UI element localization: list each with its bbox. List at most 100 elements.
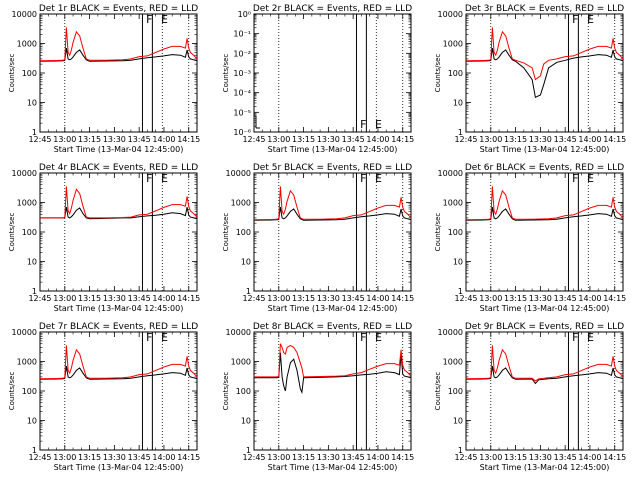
x-tick-label: 13:00 (267, 294, 290, 303)
events-series-line (254, 207, 411, 221)
events-series-line (40, 206, 197, 220)
y-tick-label: 1 (458, 287, 463, 296)
y-tick-label: 10000 (438, 10, 463, 19)
y-tick-label: 1000 (443, 358, 463, 367)
x-tick-label: 14:15 (603, 294, 626, 303)
x-tick-label: 13:00 (267, 453, 290, 462)
lld-series-line (40, 345, 197, 380)
y-tick-label: 10⁰ (238, 10, 251, 19)
flag-e: E (587, 13, 594, 26)
x-tick-label: 13:30 (317, 135, 340, 144)
y-tick-label: 10⁻² (233, 49, 251, 58)
y-tick-label: 1 (32, 128, 37, 137)
flag-f: F (146, 331, 152, 344)
flag-e: E (375, 331, 382, 344)
y-axis-label: Counts/sec (8, 372, 16, 411)
x-tick-label: 13:30 (103, 294, 126, 303)
panel-2: Det 2r BLACK = Events, RED = LLD 10⁻⁶ 10⁻⁵… (222, 4, 414, 154)
lld-series-line (466, 27, 623, 81)
panel-title: Det 5r BLACK = Events, RED = LLD (253, 163, 412, 173)
flag-f: F (146, 172, 152, 185)
x-axis-label: Start Time (13-Mar-04 12:45:00) (480, 304, 610, 313)
events-series-line (40, 48, 197, 62)
flag-f: F (572, 331, 578, 344)
x-tick-label: 14:00 (578, 294, 601, 303)
plot-frame (253, 172, 412, 292)
y-tick-label: 100 (448, 69, 463, 78)
plot-frame (465, 13, 624, 133)
events-series-line (466, 366, 623, 385)
events-series-line (466, 207, 623, 221)
x-axis-label: Start Time (13-Mar-04 12:45:00) (54, 304, 184, 313)
y-tick-label: 10000 (438, 328, 463, 337)
x-tick-label: 12:45 (242, 453, 265, 462)
plot-frame (39, 13, 198, 133)
x-tick-label: 13:15 (292, 135, 315, 144)
x-tick-label: 13:15 (78, 135, 101, 144)
y-tick-label: 1 (32, 287, 37, 296)
y-tick-label: 10 (241, 417, 251, 426)
y-tick-label: 100 (448, 387, 463, 396)
y-tick-label: 10000 (226, 169, 251, 178)
events-series-line (40, 366, 197, 380)
panel-6: Det 6r BLACK = Events, RED = LLD 1 10 100 10… (434, 163, 626, 313)
y-axis-label: Counts/sec (434, 372, 442, 411)
y-tick-label: 10⁻⁵ (233, 108, 251, 117)
y-tick-label: 1000 (17, 358, 37, 367)
x-tick-label: 14:15 (391, 135, 414, 144)
x-tick-label: 12:45 (28, 294, 51, 303)
x-axis-label: Start Time (13-Mar-04 12:45:00) (268, 463, 398, 472)
flag-e: E (375, 172, 382, 185)
x-tick-label: 12:45 (454, 135, 477, 144)
plot-frame (465, 172, 624, 292)
x-tick-label: 14:15 (391, 453, 414, 462)
x-axis-label: Start Time (13-Mar-04 12:45:00) (268, 304, 398, 313)
y-tick-label: 10⁻³ (233, 69, 251, 78)
y-tick-label: 1000 (17, 199, 37, 208)
y-tick-label: 10 (453, 99, 463, 108)
y-tick-label: 100 (22, 69, 37, 78)
x-tick-label: 14:15 (391, 294, 414, 303)
panel-5: Det 5r BLACK = Events, RED = LLD 1 10 100 10… (222, 163, 414, 313)
flag-e: E (161, 13, 168, 26)
panel-title: Det 6r BLACK = Events, RED = LLD (465, 163, 624, 173)
panel-4: Det 4r BLACK = Events, RED = LLD 1 10 100 10… (8, 163, 200, 313)
y-axis-label: Counts/sec (434, 54, 442, 93)
y-tick-label: 1000 (443, 40, 463, 49)
x-tick-label: 13:45 (554, 294, 577, 303)
x-axis-label: Start Time (13-Mar-04 12:45:00) (54, 145, 184, 154)
flag-f: F (146, 13, 152, 26)
plot-frame (253, 13, 412, 133)
y-tick-label: 10000 (226, 328, 251, 337)
y-tick-label: 10000 (12, 169, 37, 178)
events-series-line (466, 48, 623, 99)
y-tick-label: 1000 (443, 199, 463, 208)
x-tick-label: 13:30 (529, 294, 552, 303)
x-tick-label: 13:45 (554, 453, 577, 462)
x-tick-label: 13:30 (103, 453, 126, 462)
x-tick-label: 13:00 (479, 294, 502, 303)
x-tick-label: 13:15 (504, 135, 527, 144)
y-tick-label: 1000 (231, 358, 251, 367)
y-tick-label: 10 (27, 258, 37, 267)
flag-f: F (360, 172, 366, 185)
x-tick-label: 14:15 (177, 453, 200, 462)
lld-series-line (254, 343, 411, 378)
x-tick-label: 13:00 (53, 294, 76, 303)
x-tick-label: 13:00 (53, 453, 76, 462)
x-tick-label: 13:15 (78, 453, 101, 462)
x-tick-label: 13:45 (342, 294, 365, 303)
panel-title: Det 2r BLACK = Events, RED = LLD (253, 4, 412, 14)
x-tick-label: 13:45 (342, 135, 365, 144)
x-tick-label: 14:15 (603, 135, 626, 144)
x-axis-label: Start Time (13-Mar-04 12:45:00) (480, 463, 610, 472)
y-tick-label: 1 (32, 446, 37, 455)
panel-9: Det 9r BLACK = Events, RED = LLD 1 10 100 10… (434, 322, 626, 472)
y-axis-label: Counts/sec (222, 54, 230, 93)
lld-series-line (466, 186, 623, 221)
x-tick-label: 13:15 (292, 294, 315, 303)
flag-f: F (572, 13, 578, 26)
plot-frame (39, 172, 198, 292)
x-tick-label: 13:30 (529, 135, 552, 144)
panel-title: Det 8r BLACK = Events, RED = LLD (253, 322, 412, 332)
